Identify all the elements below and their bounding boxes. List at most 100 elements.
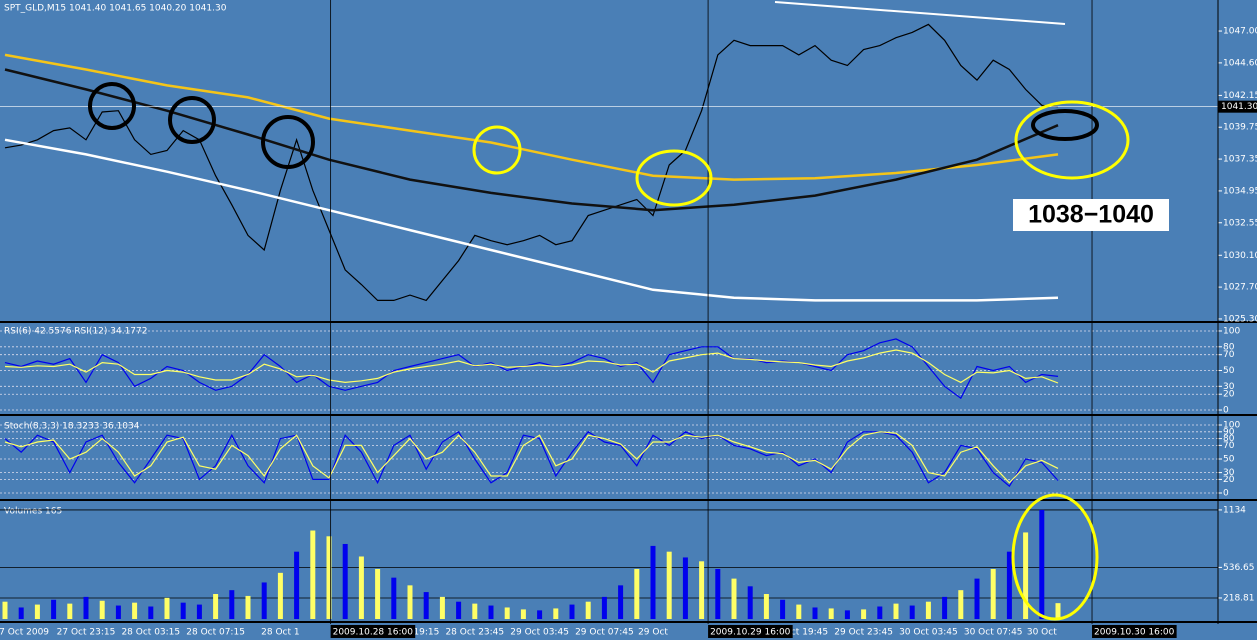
marker-ellipse — [635, 149, 713, 207]
volume-bar — [942, 596, 948, 620]
marker-ellipse — [1011, 493, 1099, 621]
volume-bar — [812, 607, 818, 620]
volume-bar — [99, 600, 105, 620]
volume-bar — [1055, 603, 1061, 620]
annotations: 1038−1040 — [88, 1, 1169, 621]
volume-bar — [423, 592, 429, 620]
x-tick-label: 28 Oct 1 — [261, 628, 299, 638]
volume-bar — [909, 605, 915, 620]
y-tick-label: 100 — [1223, 326, 1240, 336]
x-tick-label: 29 Oct 03:45 — [510, 628, 569, 638]
volume-bar — [1023, 532, 1029, 620]
y-tick-label: 1044.60 — [1223, 58, 1257, 68]
volume-bar — [261, 582, 267, 620]
y-tick-label: 30 — [1223, 468, 1235, 478]
volume-bar — [67, 603, 73, 620]
volume-bar — [213, 594, 219, 620]
volume-bar — [780, 599, 786, 620]
volume-bar — [585, 601, 591, 620]
volume-bar — [229, 590, 235, 620]
volume-bar — [391, 577, 397, 620]
y-tick-label: 20 — [1223, 475, 1235, 485]
y-tick-label: 1032.55 — [1223, 218, 1257, 228]
x-tick-label: 28 Oct 07:15 — [186, 628, 245, 638]
y-tick-label: 0 — [1223, 406, 1229, 416]
volume-bar — [828, 608, 834, 620]
volume-bar — [844, 610, 850, 620]
x-tick-label: 30 Oct 03:45 — [899, 628, 958, 638]
volume-bar — [634, 568, 640, 620]
volume-bar — [456, 601, 462, 620]
volume-bar — [358, 556, 364, 620]
annotation-text: 1038−1040 — [1028, 201, 1154, 229]
volume-bar — [164, 597, 170, 620]
separator-label-bg — [330, 625, 416, 638]
x-tick-label: 29 Oct 07:45 — [575, 628, 634, 638]
volume-bar — [18, 607, 24, 620]
volume-bar — [196, 604, 202, 620]
volume-bar — [375, 568, 381, 620]
volume-bar — [569, 604, 575, 620]
volume-bar — [148, 606, 154, 620]
y-tick-label: 20 — [1223, 390, 1235, 400]
x-tick-label: 29 Oct 19:45 — [769, 628, 828, 638]
volume-bar — [34, 604, 40, 620]
series-line — [4, 431, 1059, 484]
volume-bar — [877, 606, 883, 620]
y-tick-label: 70 — [1223, 441, 1235, 451]
volume-bar — [2, 601, 8, 620]
volume-bar — [763, 594, 769, 620]
x-tick-label: 30 Oct — [1027, 628, 1057, 638]
volume-bar — [310, 530, 316, 620]
volume-bar — [342, 543, 348, 620]
volume-bar — [51, 599, 57, 620]
volume-bar — [925, 601, 931, 620]
volume-bar — [618, 585, 624, 620]
volume-bar — [132, 602, 138, 620]
volume-bar — [115, 605, 121, 620]
marker-ellipse — [1014, 100, 1130, 180]
volume-bar — [472, 603, 478, 620]
volume-bar — [520, 609, 526, 620]
y-tick-label: 80 — [1223, 342, 1235, 352]
volume-bar — [990, 568, 996, 620]
separator-label-bg — [1092, 625, 1177, 638]
y-tick-label: 100 — [1223, 421, 1240, 431]
volume-bar — [715, 568, 721, 620]
volume-bar — [699, 561, 705, 620]
series-line — [4, 349, 1059, 384]
volume-bar — [245, 595, 251, 620]
y-tick-label: 0 — [1223, 488, 1229, 498]
marker-ellipse — [1031, 109, 1099, 141]
y-tick-label: 30 — [1223, 382, 1235, 392]
volume-bar — [180, 602, 186, 620]
x-tick-label: 27 Oct 2009 — [0, 628, 49, 638]
separator-label: 2009.10.29 16:00 — [710, 628, 791, 638]
volume-bar — [407, 585, 413, 620]
marker-circle — [472, 125, 522, 175]
y-tick-label: 1030.10 — [1223, 251, 1257, 261]
volume-bar — [958, 590, 964, 620]
marker-circle — [88, 82, 136, 130]
volume-bar — [666, 551, 672, 620]
series-line — [4, 138, 1059, 302]
volume-bar — [504, 607, 510, 620]
x-tick-label: 30 Oct 07:45 — [964, 628, 1023, 638]
x-tick-label: 28 Oct 23:45 — [445, 628, 504, 638]
y-tick-label: 90 — [1223, 427, 1235, 437]
volume-bar — [1006, 551, 1012, 620]
y-tick-label: 50 — [1223, 366, 1235, 376]
current-price-label: 1041.30 — [1221, 102, 1257, 112]
trendline — [774, 1, 1066, 25]
y-tick-label: 50 — [1223, 455, 1235, 465]
y-tick-label: 1025.30 — [1223, 314, 1257, 324]
y-tick-label: 218.81 — [1223, 593, 1255, 603]
volume-bar — [1039, 509, 1045, 620]
series-line — [4, 23, 1059, 302]
panel-header: Stoch(8,3,3) 18.3233 36.1034 — [4, 422, 140, 432]
y-tick-label: 536.65 — [1223, 563, 1255, 573]
marker-circle — [261, 115, 315, 169]
x-tick-label: 27 Oct 23:15 — [57, 628, 116, 638]
